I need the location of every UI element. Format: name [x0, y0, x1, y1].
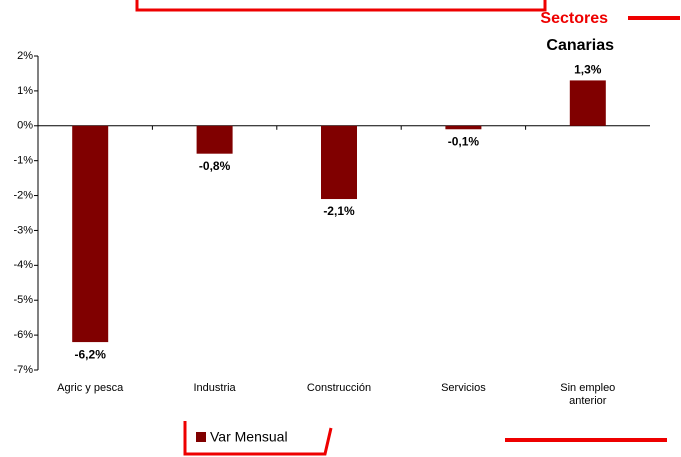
value-label: -2,1%: [323, 204, 355, 218]
bar: [321, 125, 357, 200]
y-tick-label: -1%: [13, 155, 33, 167]
legend-label: Var Mensual: [210, 429, 288, 445]
chart-title: Sectores: [540, 10, 608, 27]
legend-swatch: [196, 432, 206, 442]
x-tick-label: Servicios: [441, 382, 486, 394]
bar: [72, 125, 109, 343]
x-tick-label: Agric y pesca: [57, 382, 124, 394]
y-tick-label: 2%: [17, 50, 33, 62]
value-label: 1,3%: [574, 63, 602, 77]
y-tick-label: -3%: [13, 224, 33, 236]
frame-decoration: [135, 0, 547, 12]
bar: [196, 125, 233, 154]
bar: [569, 80, 606, 126]
y-tick-label: 0%: [17, 120, 33, 132]
y-tick-label: -5%: [13, 294, 33, 306]
x-tick-label: Construcción: [306, 382, 372, 394]
y-tick-label: 1%: [17, 85, 33, 97]
legend-frame: [183, 421, 333, 456]
x-tick-label: Industria: [193, 382, 236, 394]
bar: [445, 125, 482, 130]
chart-subtitle: Canarias: [546, 37, 614, 54]
y-tick-label: -2%: [13, 189, 33, 201]
y-tick-label: -7%: [13, 364, 33, 376]
y-tick-label: -4%: [13, 259, 33, 271]
value-label: -6,2%: [75, 347, 107, 361]
x-tick-label: Sin empleo anterior: [560, 382, 616, 407]
value-label: -0,8%: [199, 159, 231, 173]
value-label: -0,1%: [448, 134, 480, 148]
y-tick-label: -6%: [13, 329, 33, 341]
